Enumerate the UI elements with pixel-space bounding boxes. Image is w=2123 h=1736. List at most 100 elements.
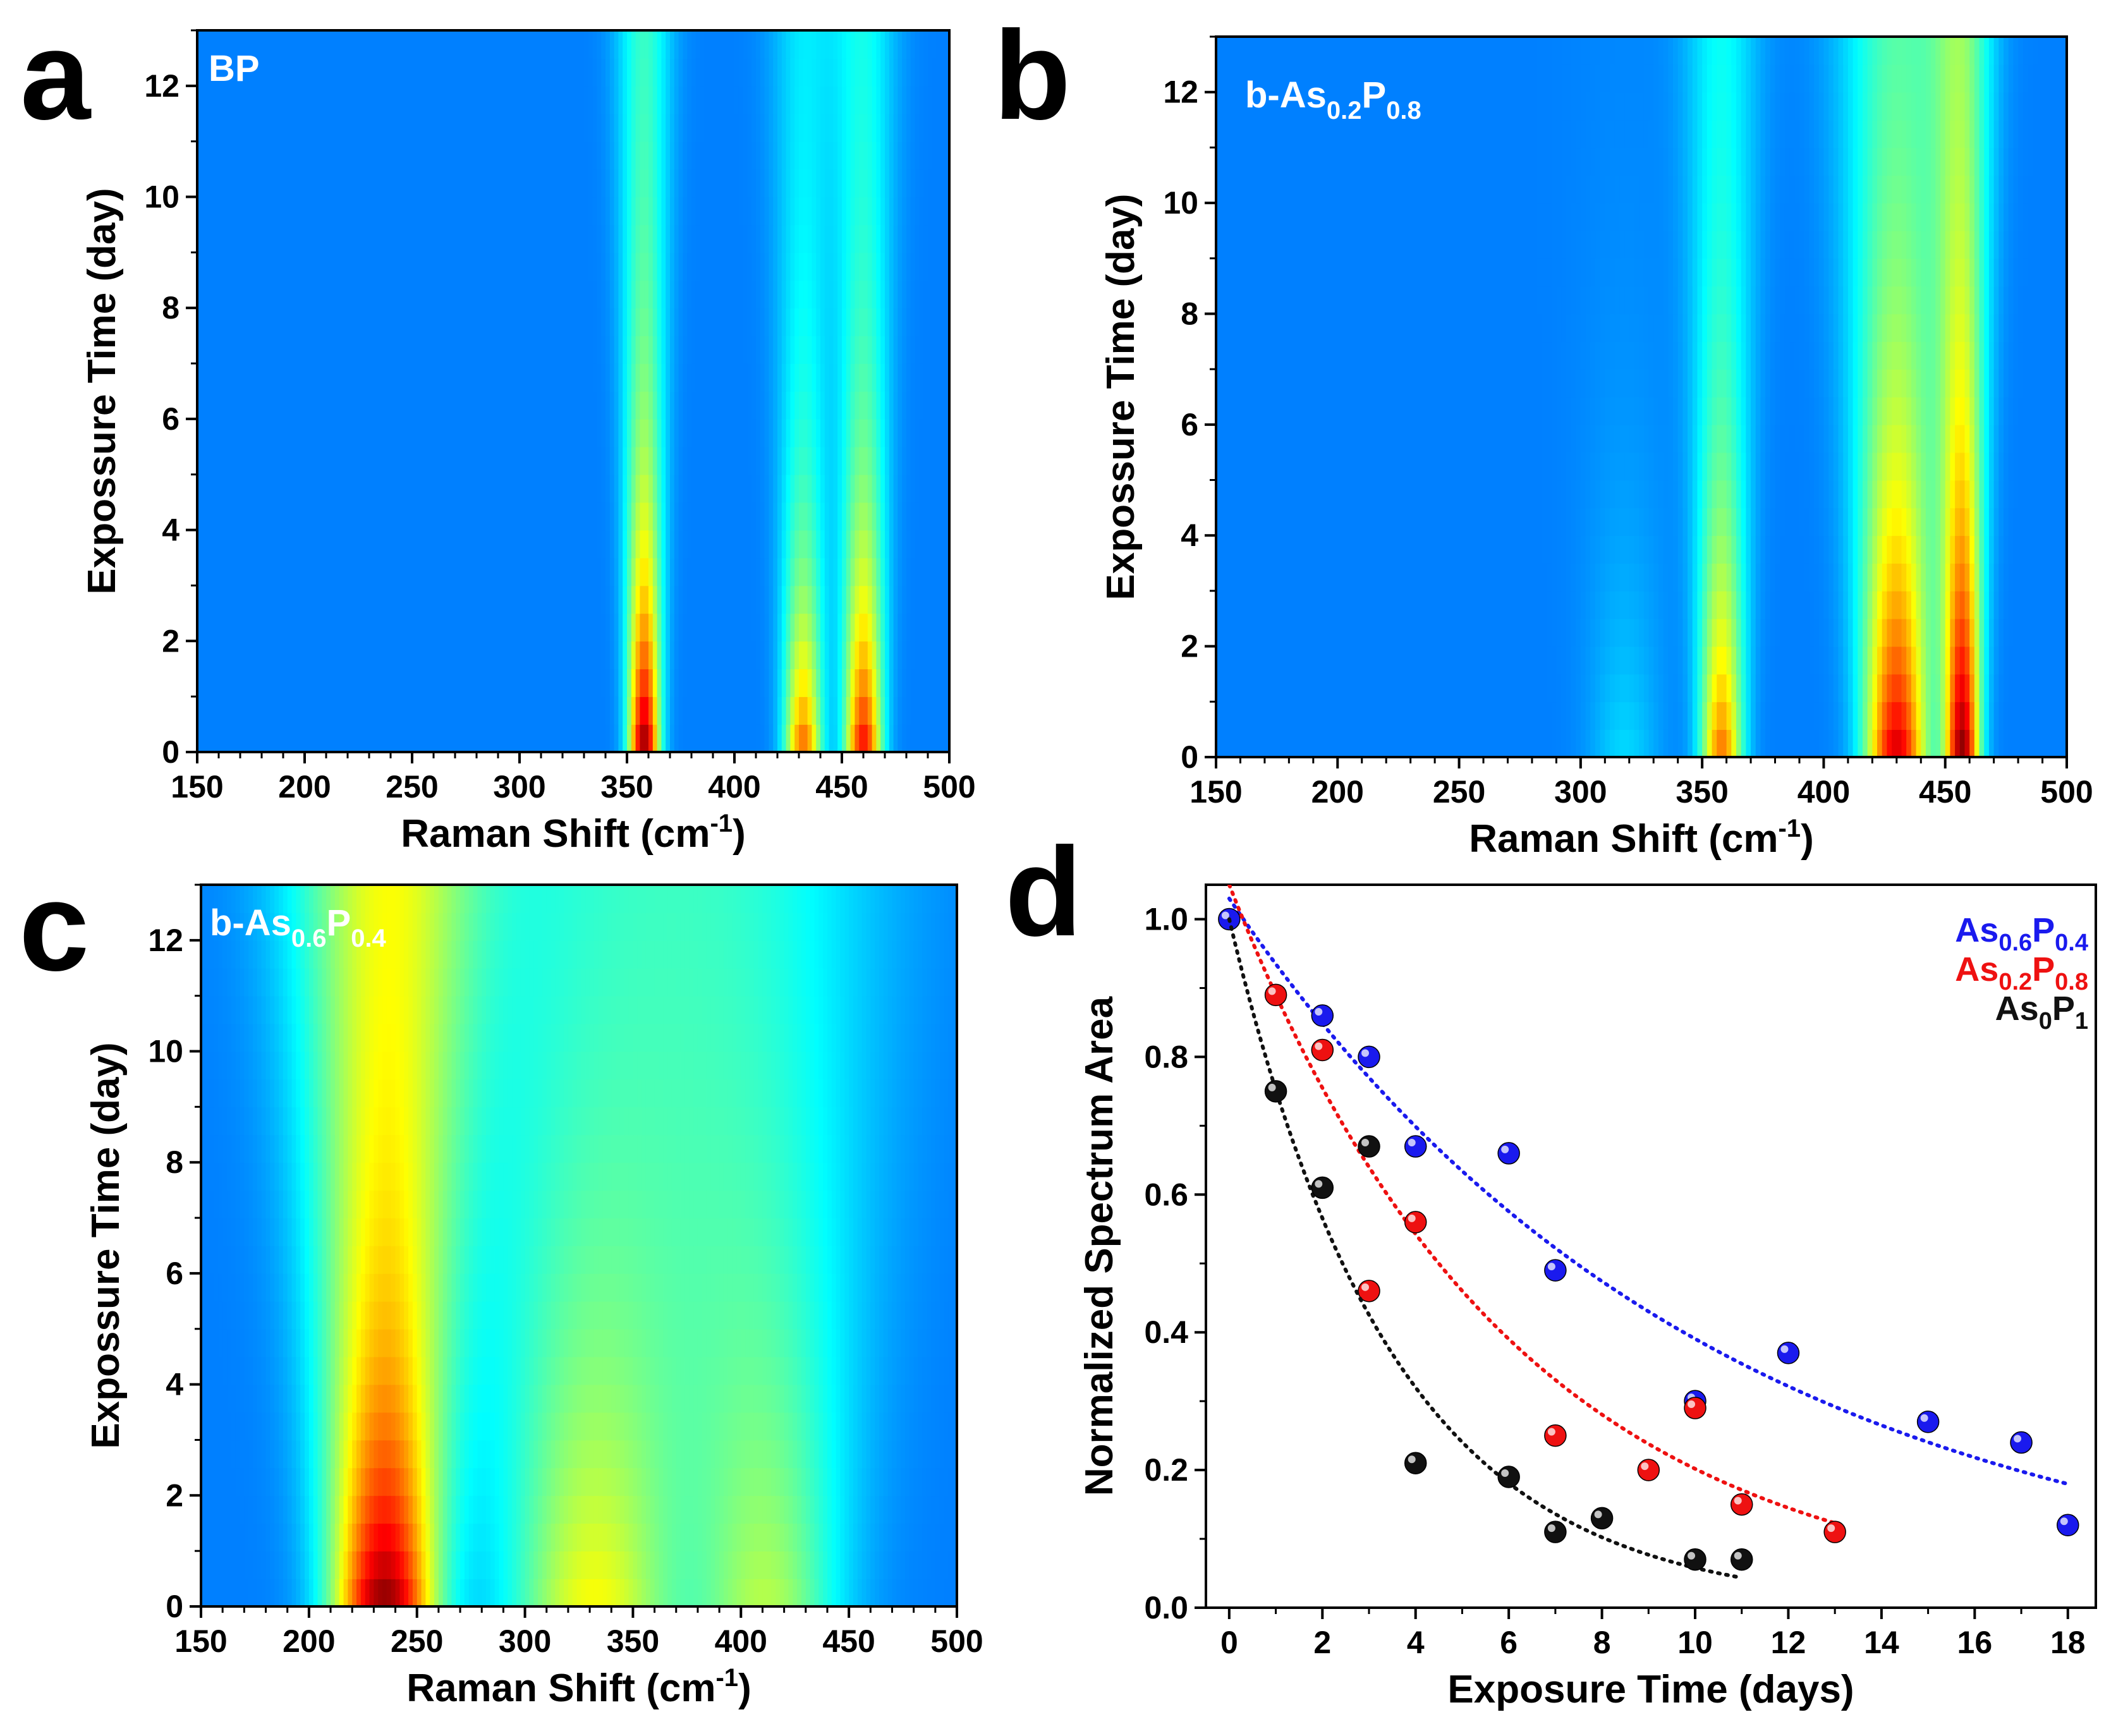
heatmap-cell	[760, 446, 765, 475]
heatmap-cell	[313, 502, 319, 531]
heatmap-cell	[575, 280, 580, 309]
heatmap-cell	[889, 58, 894, 87]
heatmap-cell	[1585, 701, 1591, 730]
heatmap-cell	[322, 280, 327, 309]
heatmap-cell	[197, 669, 202, 697]
heatmap-cell	[511, 696, 516, 725]
heatmap-cell	[850, 308, 856, 336]
heatmap-cell	[287, 169, 293, 198]
heatmap-cell	[747, 308, 752, 336]
heatmap-cell	[425, 252, 430, 281]
heatmap-cell	[824, 585, 830, 614]
heatmap-cell	[403, 391, 408, 420]
heatmap-cell	[322, 391, 327, 420]
heatmap-cell	[511, 224, 516, 253]
heatmap-cell	[532, 141, 537, 170]
heatmap-cell	[726, 474, 731, 503]
heatmap-cell	[201, 613, 207, 642]
heatmap-cell	[365, 557, 370, 586]
heatmap-cell	[391, 280, 396, 309]
heatmap-cell	[317, 252, 322, 281]
heatmap-cell	[1814, 701, 1820, 730]
heatmap-cell	[369, 336, 374, 364]
heatmap-cell	[816, 197, 821, 226]
heatmap-cell	[394, 224, 400, 253]
heatmap-cell	[829, 613, 834, 642]
heatmap-cell	[420, 224, 426, 253]
heatmap-cell	[773, 418, 778, 447]
heatmap-cell	[717, 141, 722, 170]
heatmap-cell	[279, 530, 284, 559]
heatmap-cell	[666, 113, 671, 142]
heatmap-cell	[442, 169, 447, 198]
heatmap-cell	[915, 724, 920, 752]
heatmap-cell	[365, 530, 370, 559]
heatmap-cell	[558, 474, 563, 503]
heatmap-cell	[897, 391, 903, 420]
heatmap-cell	[511, 169, 516, 198]
heatmap-cell	[919, 696, 924, 725]
heatmap-cell	[709, 363, 714, 392]
heatmap-cell	[1770, 729, 1776, 757]
heatmap-cell	[584, 113, 589, 142]
heatmap-cell	[614, 502, 619, 531]
heatmap-cell	[412, 113, 417, 142]
heatmap-cell	[872, 391, 877, 420]
heatmap-cell	[885, 696, 890, 725]
heatmap-cell	[915, 141, 920, 170]
heatmap-cell	[709, 224, 714, 253]
heatmap-cell	[369, 641, 374, 670]
panel-letter-a: a	[20, 5, 92, 146]
heatmap-cell	[222, 197, 228, 226]
heatmap-cell	[369, 446, 374, 475]
heatmap-cell	[412, 30, 417, 59]
heatmap-cell	[489, 197, 494, 226]
heatmap-cell	[799, 724, 804, 752]
heatmap-cell	[265, 502, 271, 531]
heatmap-cell	[222, 113, 228, 142]
heatmap-cell	[627, 724, 632, 752]
heatmap-cell	[635, 308, 641, 336]
heatmap-cell	[816, 224, 821, 253]
heatmap-cell	[236, 58, 241, 87]
heatmap-cell	[850, 391, 856, 420]
heatmap-cell	[936, 585, 942, 614]
heatmap-cell	[850, 280, 856, 309]
heatmap-cell	[910, 641, 916, 670]
heatmap-cell	[506, 169, 512, 198]
heatmap-cell	[222, 613, 228, 642]
heatmap-cell	[351, 641, 357, 670]
heatmap-cell	[812, 58, 817, 87]
heatmap-cell	[377, 557, 383, 586]
heatmap-cell	[829, 446, 834, 475]
heatmap-cell	[308, 613, 314, 642]
heatmap-cell	[326, 308, 331, 336]
heatmap-cell	[305, 613, 310, 642]
heatmap-cell	[704, 141, 709, 170]
heatmap-cell	[919, 724, 924, 752]
heatmap-cell	[227, 391, 233, 420]
heatmap-cell	[502, 391, 508, 420]
heatmap-cell	[588, 696, 593, 725]
heatmap-cell	[287, 669, 293, 697]
heatmap-cell	[506, 85, 512, 114]
heatmap-cell	[915, 391, 920, 420]
heatmap-cell	[833, 113, 838, 142]
heatmap-cell	[541, 280, 546, 309]
heatmap-cell	[1459, 701, 1465, 730]
heatmap-cell	[734, 613, 739, 642]
heatmap-cell	[631, 169, 636, 198]
heatmap-cell	[760, 585, 765, 614]
heatmap-cell	[563, 252, 568, 281]
heatmap-cell	[872, 336, 877, 364]
heatmap-cell	[523, 502, 529, 531]
heatmap-cell	[502, 308, 508, 336]
heatmap-cell	[472, 280, 477, 309]
heatmap-cell	[296, 224, 301, 253]
heatmap-cell	[777, 613, 782, 642]
heatmap-cell	[1590, 701, 1596, 730]
heatmap-cell	[382, 224, 387, 253]
heatmap-cell	[308, 30, 314, 59]
heatmap-cell	[219, 363, 224, 392]
heatmap-cell	[666, 336, 671, 364]
